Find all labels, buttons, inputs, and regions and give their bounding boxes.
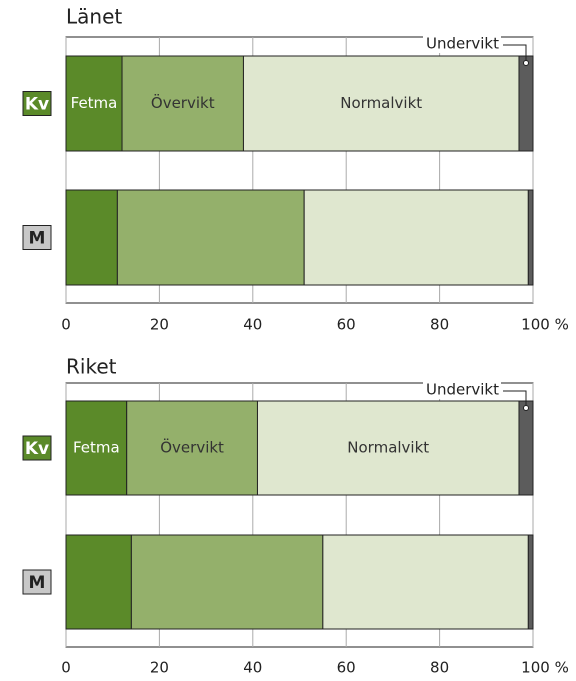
segment-label: Normalvikt xyxy=(347,439,429,457)
category-badge xyxy=(22,91,52,116)
callout-label: Undervikt xyxy=(426,35,499,53)
bar-segment xyxy=(65,55,123,152)
x-tick-label: 0 xyxy=(61,659,71,677)
chart-title: Riket xyxy=(66,355,117,379)
bar-segment xyxy=(121,55,244,152)
segment-label: Övervikt xyxy=(160,438,224,457)
segment-label: Fetma xyxy=(73,439,120,457)
bar-segment xyxy=(65,400,128,496)
category-badge xyxy=(22,225,52,250)
x-tick-label: 80 xyxy=(430,316,449,334)
x-tick-label: 40 xyxy=(243,316,262,334)
x-tick-label: 20 xyxy=(150,316,169,334)
bar-segment xyxy=(116,189,305,286)
bar-segment xyxy=(130,534,324,630)
callout-line xyxy=(503,44,527,63)
callout-bg xyxy=(423,381,501,399)
callout-line xyxy=(503,390,527,408)
x-tick-label: 40 xyxy=(243,659,262,677)
callout-bg xyxy=(423,35,501,53)
category-label: Kv xyxy=(25,439,49,459)
bar-segment xyxy=(65,189,118,286)
segment-label: Normalvikt xyxy=(340,94,422,112)
x-tick-label: 100 % xyxy=(521,316,569,334)
x-tick-label: 80 xyxy=(430,659,449,677)
x-tick-label: 60 xyxy=(337,659,356,677)
bar-segment xyxy=(303,189,529,286)
x-tick-label: 60 xyxy=(337,316,356,334)
callout-dot xyxy=(522,405,529,411)
callout-dot xyxy=(522,60,529,66)
category-badge xyxy=(22,569,52,595)
bar-segment xyxy=(518,400,534,496)
bar-segment xyxy=(242,55,520,152)
segment-label: Övervikt xyxy=(151,93,215,112)
chart-title: Länet xyxy=(66,5,122,29)
bar-segment xyxy=(518,55,534,152)
callout-label: Undervikt xyxy=(426,381,499,399)
category-label: M xyxy=(29,573,46,593)
bar-segment xyxy=(256,400,520,496)
category-label: M xyxy=(29,229,46,249)
category-badge xyxy=(22,435,52,461)
bar-segment xyxy=(527,534,534,630)
segment-label: Fetma xyxy=(71,94,118,112)
category-label: Kv xyxy=(25,95,49,115)
bar-segment xyxy=(322,534,529,630)
x-tick-label: 0 xyxy=(61,316,71,334)
x-tick-label: 20 xyxy=(150,659,169,677)
bar-segment xyxy=(65,534,132,630)
bar-segment xyxy=(527,189,534,286)
x-tick-label: 100 % xyxy=(521,659,569,677)
